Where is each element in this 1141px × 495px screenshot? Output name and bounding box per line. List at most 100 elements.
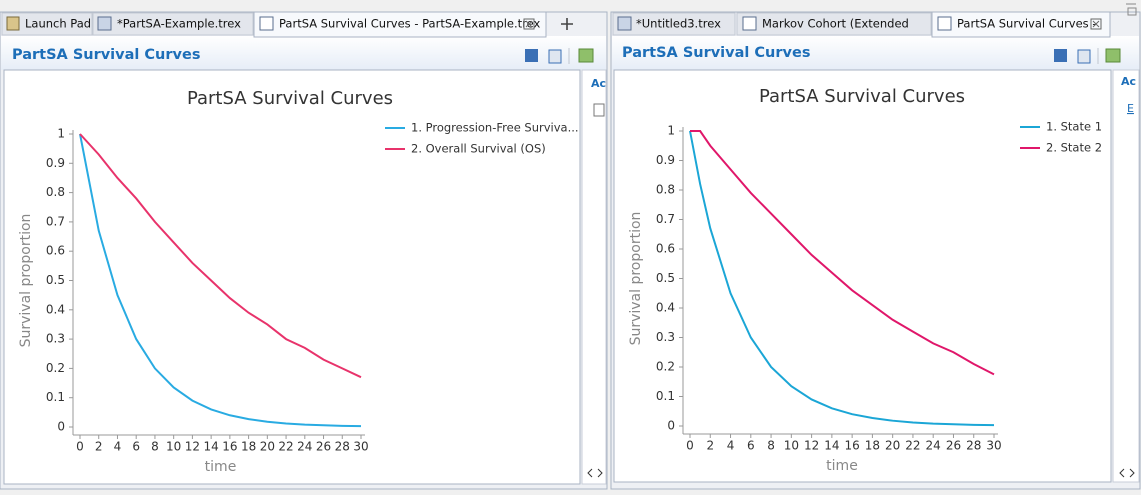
tab-icon	[97, 16, 112, 31]
x-tick-label: 14	[203, 440, 218, 454]
new-tab-button[interactable]	[561, 18, 573, 30]
y-tick-label: 0.2	[656, 360, 675, 374]
tab-label[interactable]: *Untitled3.trex	[636, 17, 721, 31]
y-tick-label: 0.6	[656, 242, 675, 256]
x-tick-label: 28	[966, 439, 981, 453]
y-tick-label: 0.7	[656, 212, 675, 226]
x-tick-label: 18	[241, 440, 256, 454]
left-side-panel	[581, 69, 607, 485]
y-tick-label: 0.4	[46, 302, 65, 316]
tab[interactable]	[1, 12, 93, 36]
y-tick-label: 0.5	[46, 273, 65, 287]
left-header-bar	[1, 36, 606, 70]
tab-close[interactable]	[523, 18, 535, 30]
x-tick-label: 28	[335, 440, 350, 454]
series-line	[79, 133, 362, 428]
y-tick-label: 0.6	[46, 244, 65, 258]
x-tick-label: 16	[844, 439, 859, 453]
side-label[interactable]: E	[1127, 102, 1134, 115]
side-label: Ac	[591, 77, 606, 90]
right-side-panel	[1112, 69, 1140, 483]
y-tick-label: 1	[57, 127, 65, 141]
y-axis-label: Survival proportion	[628, 212, 644, 346]
x-tick-label: 26	[946, 439, 961, 453]
x-tick-label: 26	[316, 440, 331, 454]
legend-label: 1. Progression-Free Surviva...	[411, 121, 579, 135]
y-tick-label: 0.8	[656, 183, 675, 197]
toolbar[interactable]	[525, 48, 594, 64]
y-tick-label: 0.9	[46, 156, 65, 170]
view-title: PartSA Survival Curves	[622, 45, 810, 61]
scroll-arrows[interactable]	[1119, 468, 1135, 478]
tab-close[interactable]	[1090, 18, 1102, 30]
tab-icon	[937, 16, 952, 31]
legend-label: 1. State 1	[1046, 120, 1102, 134]
y-tick-label: 0	[667, 419, 675, 433]
y-tick-label: 0.3	[46, 332, 65, 346]
x-tick-label: 0	[76, 440, 84, 454]
x-tick-label: 20	[260, 440, 275, 454]
tab-label[interactable]: Launch Pad	[25, 17, 91, 31]
right-header-bar	[612, 36, 1139, 70]
x-tick-label: 2	[95, 440, 103, 454]
series-line	[689, 130, 995, 427]
window-controls[interactable]	[1126, 3, 1137, 16]
scroll-arrows[interactable]	[587, 468, 603, 478]
y-tick-label: 0.9	[656, 153, 675, 167]
x-tick-label: 4	[114, 440, 122, 454]
y-tick-label: 0.4	[656, 301, 675, 315]
x-tick-label: 0	[686, 439, 694, 453]
x-tick-label: 24	[297, 440, 312, 454]
x-tick-label: 12	[804, 439, 819, 453]
y-axis-label: Survival proportion	[18, 214, 34, 348]
x-tick-label: 6	[747, 439, 755, 453]
tab-label[interactable]: PartSA Survival Curves - PartSA-Example.…	[279, 17, 541, 31]
x-tick-label: 30	[353, 440, 368, 454]
x-tick-label: 18	[865, 439, 880, 453]
legend-label: 2. Overall Survival (OS)	[411, 142, 546, 156]
x-axis-label: time	[205, 459, 237, 475]
y-tick-label: 0.8	[46, 185, 65, 199]
x-tick-label: 4	[727, 439, 735, 453]
x-axis-label: time	[826, 458, 858, 474]
y-tick-label: 1	[667, 124, 675, 138]
tab-active[interactable]	[253, 11, 547, 38]
side-label: Ac	[1121, 75, 1136, 88]
chart-title: PartSA Survival Curves	[759, 86, 965, 107]
tab-label[interactable]: *PartSA-Example.trex	[117, 17, 241, 31]
x-tick-label: 8	[151, 440, 159, 454]
view-title: PartSA Survival Curves	[12, 47, 200, 63]
tab[interactable]	[612, 12, 736, 36]
y-tick-label: 0.7	[46, 214, 65, 228]
y-tick-label: 0.2	[46, 361, 65, 375]
left-chart-frame	[3, 69, 581, 485]
chart-title: PartSA Survival Curves	[187, 88, 393, 109]
x-tick-label: 8	[767, 439, 775, 453]
tab-label[interactable]: PartSA Survival Curves -	[957, 17, 1096, 31]
tab[interactable]	[736, 12, 932, 36]
legend-label: 2. State 2	[1046, 141, 1102, 155]
x-tick-label: 12	[185, 440, 200, 454]
y-tick-label: 0.1	[656, 389, 675, 403]
tab-icon	[6, 16, 20, 31]
x-tick-label: 20	[885, 439, 900, 453]
x-tick-label: 22	[905, 439, 920, 453]
tab[interactable]	[92, 12, 254, 36]
tab-label[interactable]: Markov Cohort (Extended	[762, 17, 909, 31]
side-icon	[593, 103, 605, 117]
y-tick-label: 0	[57, 420, 65, 434]
toolbar[interactable]	[1054, 48, 1121, 64]
tab-active[interactable]	[931, 11, 1111, 38]
tab-icon	[617, 16, 632, 31]
y-tick-label: 0.3	[656, 330, 675, 344]
y-tick-label: 0.1	[46, 390, 65, 404]
x-tick-label: 16	[222, 440, 237, 454]
right-chart-frame	[613, 69, 1112, 483]
y-tick-label: 0.5	[656, 271, 675, 285]
series-line	[690, 130, 995, 376]
tab-icon	[742, 16, 757, 31]
tab-icon	[259, 16, 274, 31]
x-tick-label: 10	[784, 439, 799, 453]
x-tick-label: 10	[166, 440, 181, 454]
